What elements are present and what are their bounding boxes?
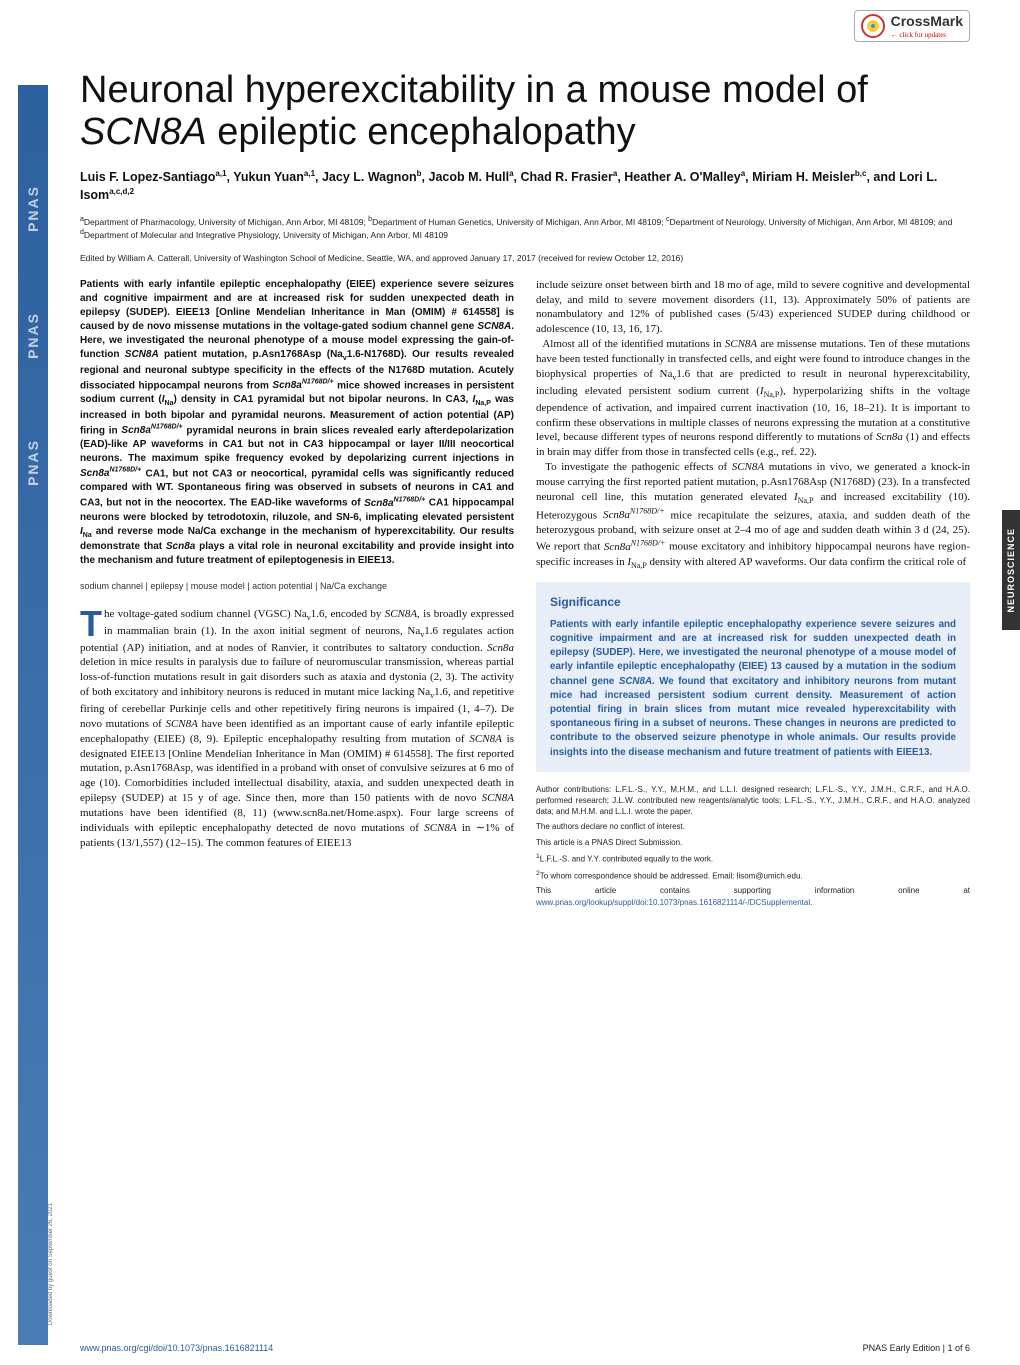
significance-box: Significance Patients with early infanti… [536, 582, 970, 772]
significance-text: Patients with early infantile epileptic … [550, 618, 956, 760]
body-col1-content: he voltage-gated sodium channel (VGSC) N… [80, 608, 514, 849]
author-list: Luis F. Lopez-Santiagoa,1, Yukun Yuana,1… [80, 168, 970, 205]
supplemental-info: This article contains supporting informa… [536, 885, 970, 907]
edited-by: Edited by William A. Catterall, Universi… [80, 253, 970, 264]
equal-contrib: 1L.F.L.-S. and Y.Y. contributed equally … [536, 852, 970, 865]
affiliations: aDepartment of Pharmacology, University … [80, 215, 970, 241]
body-text-col2: include seizure onset between birth and … [536, 278, 970, 572]
right-column: include seizure onset between birth and … [536, 278, 970, 912]
crossmark-brand: CrossMark [891, 13, 963, 29]
body-text-col1: The voltage-gated sodium channel (VGSC) … [80, 607, 514, 851]
direct-submission: This article is a PNAS Direct Submission… [536, 837, 970, 848]
dropcap: T [80, 609, 102, 640]
crossmark-icon [861, 14, 885, 38]
keywords: sodium channel | epilepsy | mouse model … [80, 580, 514, 592]
crossmark-tagline: ← click for updates [891, 31, 963, 39]
footnotes: Author contributions: L.F.L.-S., Y.Y., M… [536, 784, 970, 908]
download-note: Downloaded by guest on September 26, 202… [48, 1203, 54, 1325]
article-title: Neuronal hyperexcitability in a mouse mo… [80, 70, 970, 154]
correspondence: 2To whom correspondence should be addres… [536, 869, 970, 882]
footer-page-number: PNAS Early Edition | 1 of 6 [863, 1343, 970, 1353]
significance-title: Significance [550, 594, 956, 610]
abstract: Patients with early infantile epileptic … [80, 278, 514, 569]
conflict-statement: The authors declare no conflict of inter… [536, 821, 970, 832]
left-column: Patients with early infantile epileptic … [80, 278, 514, 912]
author-contributions: Author contributions: L.F.L.-S., Y.Y., M… [536, 784, 970, 818]
crossmark-badge[interactable]: CrossMark ← click for updates [854, 10, 970, 42]
page-footer: www.pnas.org/cgi/doi/10.1073/pnas.161682… [80, 1343, 970, 1353]
footer-doi[interactable]: www.pnas.org/cgi/doi/10.1073/pnas.161682… [80, 1343, 273, 1353]
